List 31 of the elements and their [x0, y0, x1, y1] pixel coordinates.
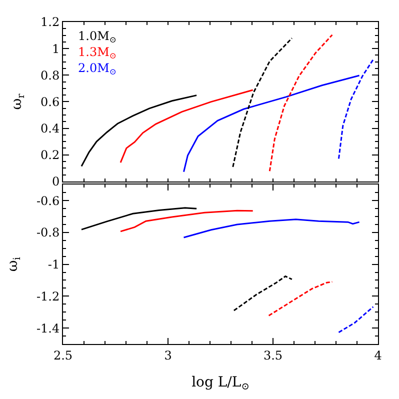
- x-tick-label: 3.5: [263, 348, 283, 362]
- text: 1.3M$_{⊙}$: [78, 45, 116, 61]
- line-series: [268, 34, 333, 172]
- line-series: [120, 89, 254, 164]
- line-series: [120, 210, 254, 232]
- x-tick-label: 4: [374, 348, 382, 362]
- legend-label: 1.0M$_{⊙}$: [78, 29, 116, 45]
- y-tick-label: -0.6: [36, 194, 60, 208]
- y-tick-label: 1: [52, 42, 60, 56]
- y-tick-label: 0: [52, 174, 60, 189]
- text: 2.0M$_{⊙}$: [78, 61, 116, 77]
- y-tick-label: 0.4: [40, 121, 60, 136]
- x-axis-title: log L/L$_{⊙}$: [192, 374, 250, 393]
- y-tick-label: 0.8: [40, 68, 60, 82]
- y-tick-label: 0.6: [40, 94, 60, 109]
- x-tick-label: 2.5: [53, 348, 73, 362]
- line-series: [232, 37, 293, 168]
- y-tick-label: -1.2: [36, 289, 60, 304]
- x-tick-label: 3: [164, 348, 172, 362]
- line-series: [338, 58, 374, 160]
- y-tick-label: -1.4: [36, 321, 60, 336]
- line-series: [233, 276, 293, 312]
- line-series: [183, 218, 360, 238]
- line-series: [183, 74, 360, 173]
- line-series: [80, 207, 198, 230]
- line-series: [268, 281, 333, 316]
- y-tick-label: -1: [48, 258, 60, 272]
- y-tick-label: 1.2: [40, 15, 60, 30]
- y-tick-label: 0.2: [40, 148, 60, 162]
- line-series: [80, 94, 198, 167]
- y-tick-label: -0.8: [36, 226, 60, 240]
